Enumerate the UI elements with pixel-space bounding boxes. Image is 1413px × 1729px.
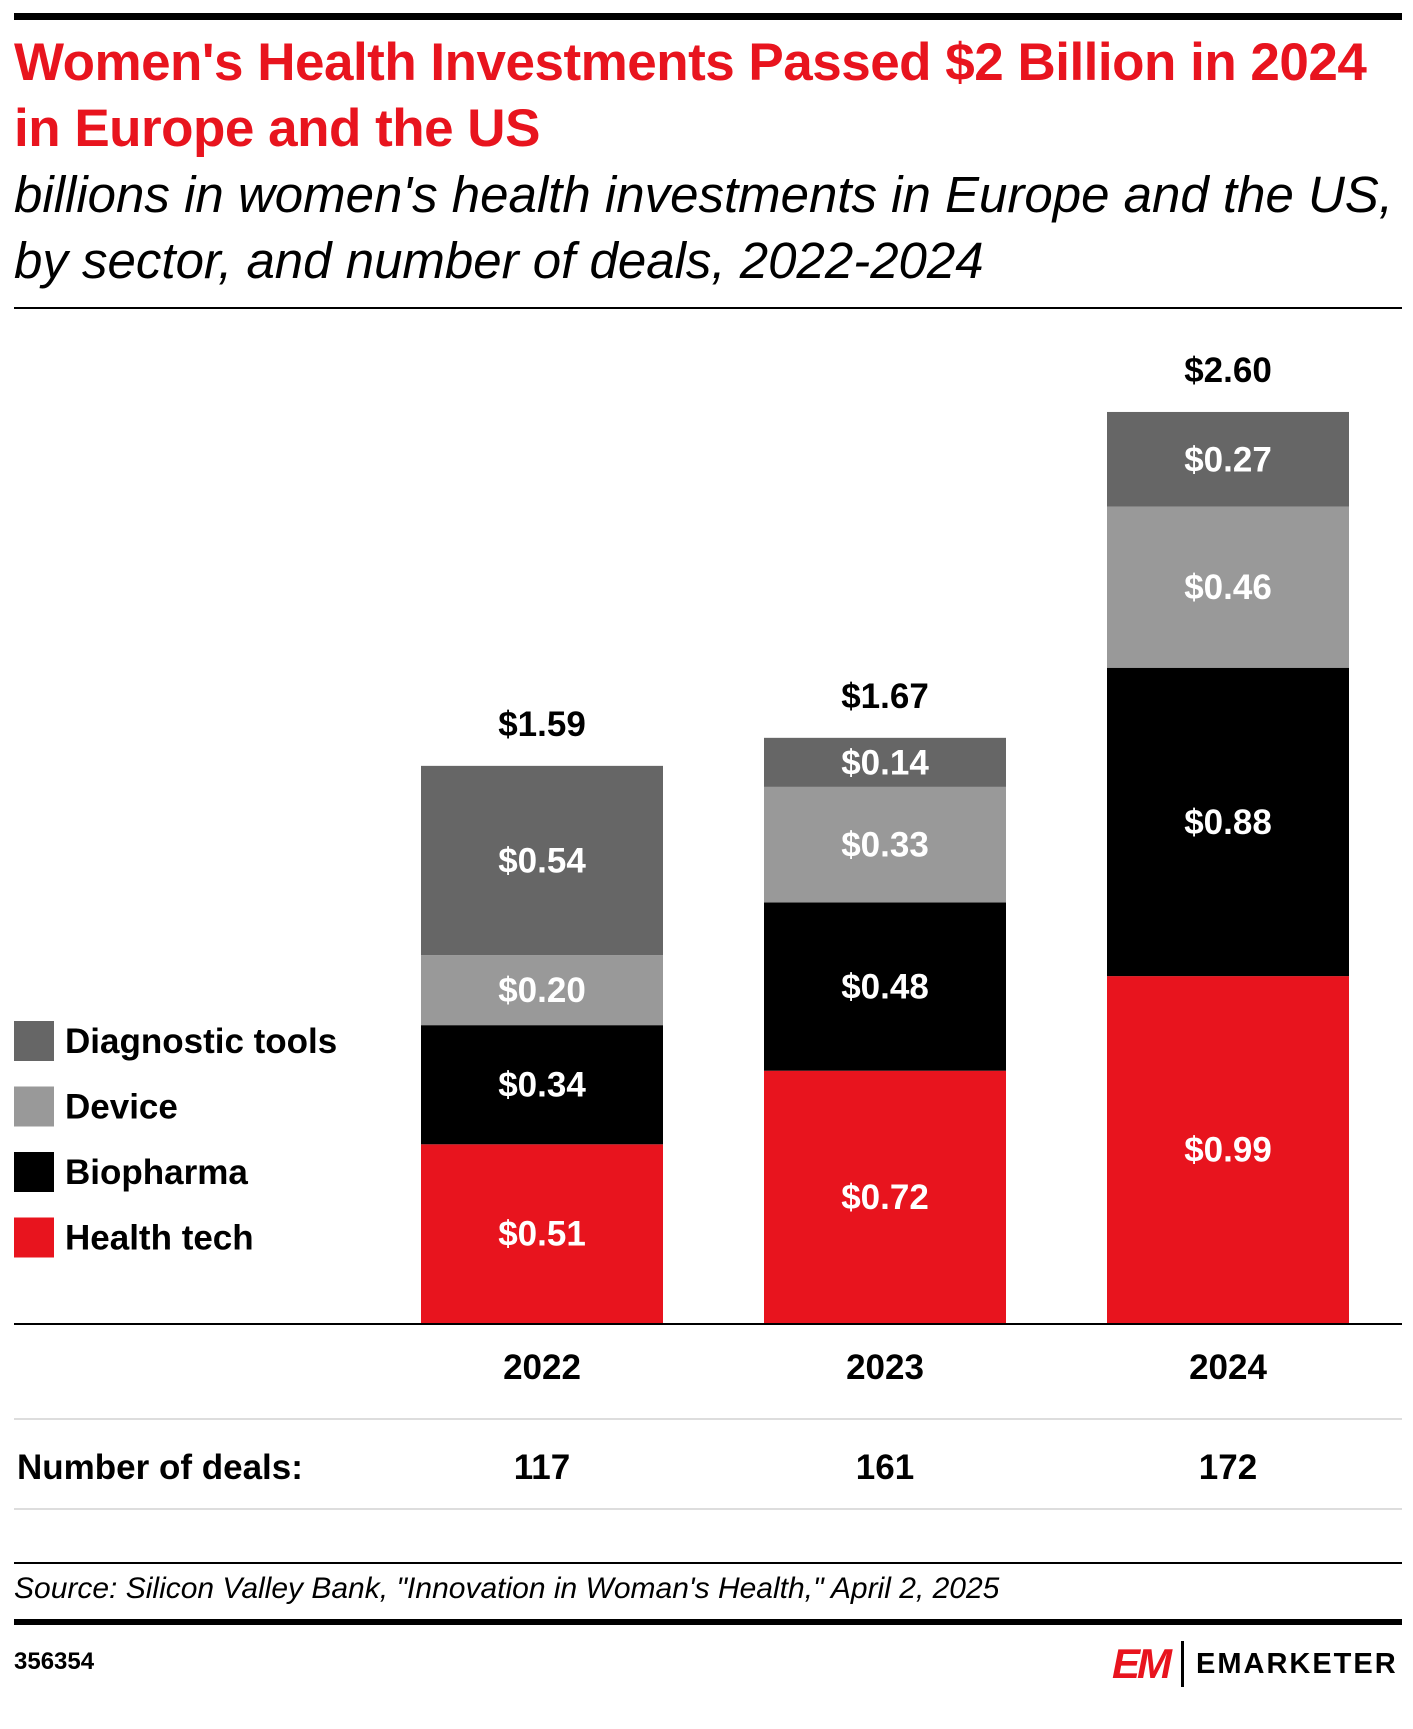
source-rule (14, 1562, 1402, 1564)
legend-label: Biopharma (65, 1153, 248, 1192)
year-row-divider (14, 1418, 1402, 1420)
x-axis-line (14, 1323, 1402, 1325)
x-tick-label: 2024 (1189, 1348, 1267, 1387)
logo-name: EMARKETER (1196, 1647, 1398, 1680)
bar-segment-health-tech (764, 1070, 1006, 1323)
bar-segment-health-tech (1107, 976, 1349, 1323)
bar-segment-biopharma (764, 902, 1006, 1071)
segment-label: $0.46 (1184, 568, 1272, 607)
stacked-bar-chart: $0.51 $0.34 $0.20 $0.54 $1.59 2022 117 $0.72 $0.… (14, 351, 1402, 1510)
legend-swatch (14, 1217, 54, 1258)
legend-swatch (14, 1152, 54, 1192)
bar-segment-diagnostic-tools (1107, 411, 1349, 507)
bar-segment-device (421, 955, 663, 1026)
total-label: $1.67 (841, 677, 929, 716)
segment-label: $0.20 (498, 971, 586, 1010)
deals-value: 117 (514, 1448, 570, 1487)
segment-label: $0.48 (841, 968, 929, 1007)
source-note: Source: Silicon Valley Bank, "Innovation… (14, 1572, 1000, 1605)
legend-swatch (14, 1086, 54, 1127)
segment-label: $0.51 (498, 1215, 586, 1254)
segment-label: $0.54 (498, 841, 586, 880)
deals-row-divider (14, 1508, 1402, 1510)
deals-value: 161 (856, 1448, 914, 1487)
total-label: $2.60 (1184, 351, 1272, 390)
logo-mark: EM (1112, 1640, 1172, 1687)
segment-label: $0.33 (841, 826, 929, 865)
bar-segment-biopharma (421, 1025, 663, 1145)
deals-value: 172 (1199, 1448, 1257, 1487)
bar-segment-biopharma (1107, 667, 1349, 977)
total-label: $1.59 (498, 705, 586, 744)
segment-label: $0.27 (1184, 440, 1272, 479)
top-rule (14, 13, 1402, 20)
header-rule (14, 307, 1402, 309)
legend-label: Diagnostic tools (65, 1022, 337, 1061)
segment-label: $0.72 (841, 1178, 929, 1217)
bar-segment-device (1107, 506, 1349, 668)
emarketer-logo: EM EMARKETER (1112, 1640, 1398, 1688)
bottom-rule (14, 1619, 1402, 1625)
x-tick-label: 2023 (846, 1348, 924, 1387)
logo-divider (1181, 1641, 1184, 1687)
bar-segment-diagnostic-tools (764, 737, 1006, 787)
legend-label: Health tech (65, 1219, 254, 1258)
legend-label: Device (65, 1088, 178, 1127)
segment-label: $0.88 (1184, 803, 1272, 842)
segment-label: $0.99 (1184, 1131, 1272, 1170)
segment-label: $0.34 (498, 1066, 586, 1105)
bar-segment-device (764, 786, 1006, 903)
x-tick-label: 2022 (503, 1348, 581, 1387)
chart-subtitle: billions in women's health investments i… (14, 166, 1393, 289)
deals-label: Number of deals: (17, 1448, 303, 1487)
chart-id: 356354 (14, 1648, 95, 1675)
segment-label: $0.14 (841, 743, 929, 782)
legend-swatch (14, 1021, 54, 1061)
bar-segment-diagnostic-tools (421, 765, 663, 956)
chart-title: Women's Health Investments Passed $2 Bil… (14, 33, 1367, 158)
bar-segment-health-tech (421, 1144, 663, 1323)
